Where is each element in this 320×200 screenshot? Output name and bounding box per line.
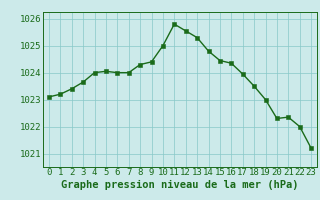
X-axis label: Graphe pression niveau de la mer (hPa): Graphe pression niveau de la mer (hPa)	[61, 180, 299, 190]
